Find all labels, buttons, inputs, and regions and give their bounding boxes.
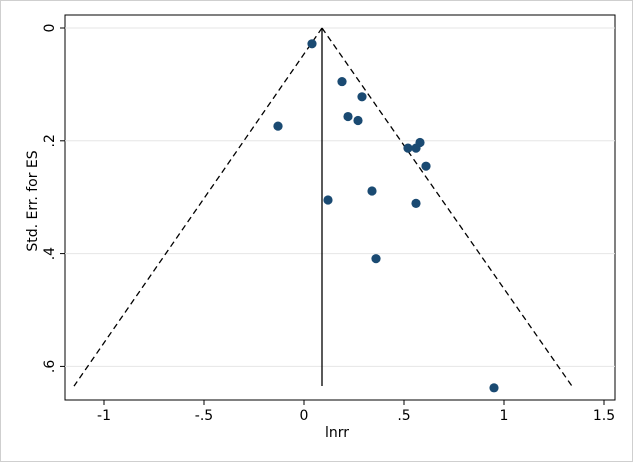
x-tick-label-5: 1.5 [593, 408, 615, 424]
funnel-lines [73, 27, 573, 387]
data-point-4 [353, 115, 363, 126]
x-tick-label-1: -.5 [195, 408, 213, 424]
data-point-1 [337, 76, 347, 87]
plot-area [64, 14, 616, 401]
y-tick-label-2: .4 [42, 247, 58, 260]
x-axis: -1 -.5 0 .5 1 1.5 [97, 400, 615, 424]
x-axis-title: lnrr [325, 425, 349, 441]
data-point-10 [367, 186, 377, 196]
gridlines [65, 27, 615, 367]
data-point-14 [489, 383, 499, 393]
funnel-right-limit [321, 27, 573, 387]
data-point-13 [371, 254, 381, 264]
funnel-left-limit [73, 27, 323, 387]
x-tick-label-4: 1 [500, 408, 509, 424]
data-point-7 [403, 143, 413, 153]
x-tick-label-2: 0 [300, 408, 309, 424]
x-tick-label-3: .5 [397, 408, 410, 424]
data-point-12 [411, 198, 421, 209]
data-point-8 [411, 143, 421, 153]
data-point-0 [307, 39, 317, 49]
x-tick-label-0: -1 [97, 408, 111, 424]
data-points [273, 39, 499, 393]
y-axis: 0 .2 .4 .6 [42, 24, 65, 373]
y-tick-label-1: .2 [42, 134, 58, 147]
y-axis-title: Std. Err. for ES [25, 150, 41, 251]
y-tick-label-3: .6 [42, 360, 58, 373]
data-point-9 [421, 161, 431, 171]
data-point-5 [273, 121, 283, 131]
y-tick-label-0: 0 [42, 24, 58, 33]
data-point-2 [357, 92, 367, 102]
data-point-3 [343, 111, 353, 122]
data-point-11 [323, 195, 333, 205]
